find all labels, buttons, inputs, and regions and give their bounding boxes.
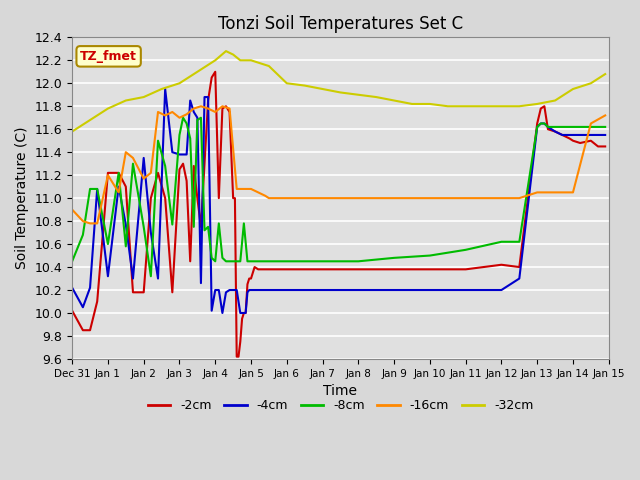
Title: Tonzi Soil Temperatures Set C: Tonzi Soil Temperatures Set C — [218, 15, 463, 33]
X-axis label: Time: Time — [323, 384, 358, 398]
Text: TZ_fmet: TZ_fmet — [80, 50, 137, 63]
Legend: -2cm, -4cm, -8cm, -16cm, -32cm: -2cm, -4cm, -8cm, -16cm, -32cm — [143, 394, 538, 417]
Y-axis label: Soil Temperature (C): Soil Temperature (C) — [15, 127, 29, 269]
